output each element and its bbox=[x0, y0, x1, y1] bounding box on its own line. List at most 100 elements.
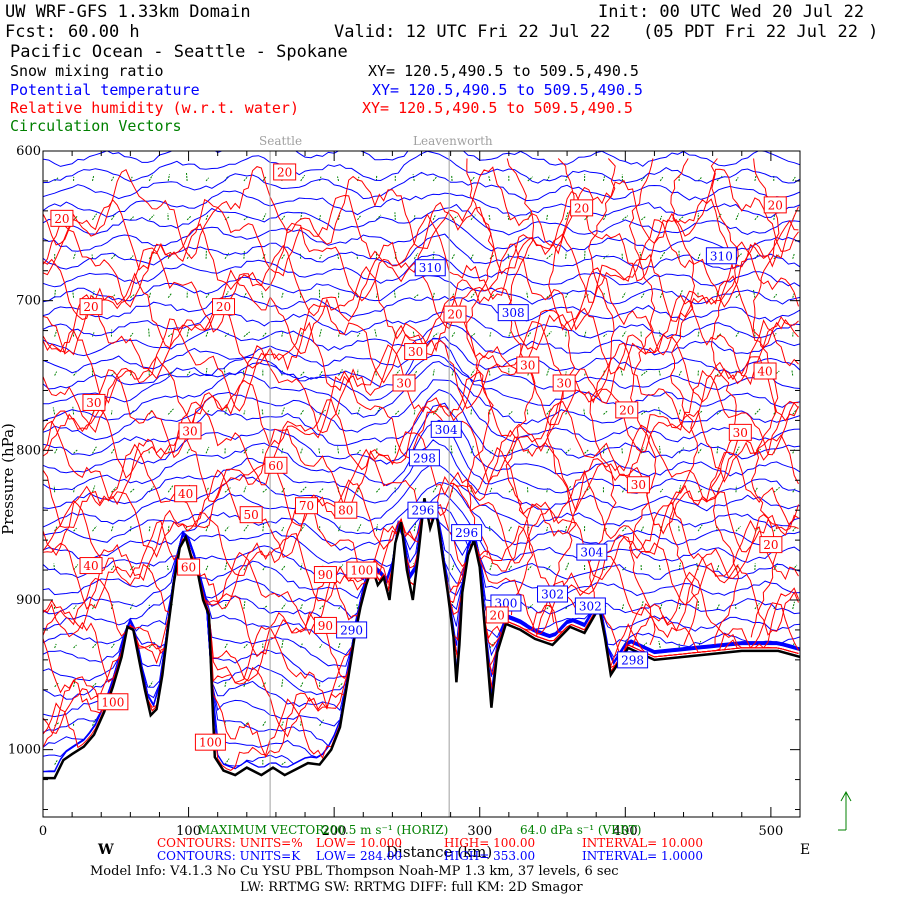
circulation-vector bbox=[52, 407, 56, 415]
circulation-vector bbox=[337, 446, 340, 454]
circulation-vector bbox=[129, 255, 134, 260]
circulation-vector bbox=[451, 563, 455, 571]
circulation-vector bbox=[412, 174, 415, 182]
circulation-vector bbox=[281, 407, 285, 415]
rh-contour-label-box bbox=[485, 606, 509, 624]
circulation-vector bbox=[432, 292, 435, 298]
circulation-vector bbox=[300, 447, 304, 454]
x-tick-label: 400 bbox=[613, 824, 638, 839]
circulation-vector bbox=[166, 565, 169, 571]
max-vector-label: MAXIMUM VECTOR: bbox=[198, 823, 329, 837]
rh-contour-label-box bbox=[728, 423, 752, 441]
circulation-vector bbox=[205, 177, 209, 182]
theta-contour-units: CONTOURS: UNITS=K bbox=[157, 849, 301, 863]
terrain-profile bbox=[43, 497, 800, 780]
circulation-vector bbox=[678, 370, 683, 376]
circulation-vector bbox=[565, 212, 569, 220]
circulation-vector bbox=[205, 446, 210, 454]
circulation-vector bbox=[72, 406, 75, 415]
circulation-vector bbox=[508, 448, 514, 454]
circulation-vector bbox=[792, 293, 795, 298]
circulation-vector bbox=[186, 371, 191, 376]
theta-contour-high: HIGH= 353.00 bbox=[444, 849, 536, 863]
circulation-vector bbox=[356, 604, 358, 610]
rh-contour-line bbox=[43, 399, 799, 486]
circulation-vector bbox=[659, 526, 662, 532]
circulation-vector bbox=[621, 292, 626, 298]
circulation-vector bbox=[546, 331, 552, 337]
circulation-vector bbox=[622, 215, 629, 221]
rh-contour-label: 80 bbox=[338, 504, 353, 518]
circulation-vector bbox=[488, 409, 491, 415]
circulation-vector bbox=[129, 603, 134, 610]
rh-contour-label-box bbox=[759, 536, 783, 554]
circulation-vector bbox=[130, 488, 136, 493]
circulation-vector bbox=[546, 368, 550, 376]
circulation-vector bbox=[319, 488, 324, 493]
circulation-vector bbox=[773, 526, 779, 532]
circulation-vector bbox=[375, 447, 378, 454]
rh-contour-label-box bbox=[334, 501, 358, 519]
circulation-vector bbox=[792, 601, 795, 610]
circulation-vector bbox=[792, 253, 795, 259]
circulation-vector bbox=[319, 215, 321, 220]
circulation-vector bbox=[281, 447, 284, 454]
circulation-vector bbox=[450, 445, 453, 454]
rh-contour-label-box bbox=[443, 305, 467, 323]
theta-contour-label: 304 bbox=[435, 423, 458, 437]
circulation-vector bbox=[357, 332, 361, 337]
rh-contour-units: CONTOURS: UNITS=% bbox=[157, 836, 303, 850]
model-title: UW WRF-GFS 1.33km Domain bbox=[5, 2, 251, 22]
rh-contour-label: 20 bbox=[619, 403, 634, 417]
circulation-vector bbox=[243, 601, 246, 610]
circulation-vector bbox=[224, 332, 230, 337]
circulation-vector bbox=[697, 524, 703, 532]
model-info-2: LW: RRTMG SW: RRTMG DIFF: full KM: 2D Sm… bbox=[240, 880, 583, 895]
circulation-vector bbox=[754, 486, 759, 493]
rh-contour-label: 20 bbox=[574, 201, 589, 215]
theta-contour-line bbox=[43, 321, 800, 357]
circulation-vector bbox=[432, 332, 439, 337]
rh-contour-line bbox=[710, 158, 740, 645]
circulation-vector bbox=[281, 640, 284, 648]
circulation-vector bbox=[546, 408, 552, 415]
circulation-vector bbox=[374, 369, 377, 376]
circulation-vector bbox=[678, 603, 682, 610]
theta-contour-label: 302 bbox=[541, 588, 564, 602]
theta-contour-label-box bbox=[574, 597, 606, 615]
circulation-vector bbox=[243, 331, 251, 337]
circulation-vector bbox=[337, 176, 340, 182]
theta-contour-low: LOW= 284.00 bbox=[316, 849, 402, 863]
theta-contour-label: 290 bbox=[340, 623, 363, 637]
rh-contour-label: 60 bbox=[181, 561, 196, 575]
rh-contour-label: 40 bbox=[178, 487, 193, 501]
circulation-vector bbox=[659, 251, 666, 260]
rh-contour-line bbox=[43, 166, 799, 260]
rh-contour-line bbox=[43, 266, 799, 356]
circulation-vector bbox=[622, 566, 627, 571]
theta-contour-label: 298 bbox=[413, 451, 436, 465]
circulation-vector bbox=[622, 526, 628, 532]
circulation-vector bbox=[376, 487, 381, 493]
circulation-vector bbox=[678, 485, 682, 493]
model-info: Model Info: V4.1.3 No Cu YSU PBL Thompso… bbox=[90, 864, 619, 879]
circulation-vector bbox=[73, 679, 76, 687]
rh-contour-label-box bbox=[212, 298, 236, 316]
circulation-vector bbox=[243, 566, 247, 571]
circulation-vector bbox=[72, 330, 75, 337]
circulation-vector bbox=[489, 487, 493, 493]
theta-contour-line bbox=[43, 151, 800, 167]
circulation-vector bbox=[148, 292, 152, 298]
rh-contour-line bbox=[43, 342, 799, 434]
circulation-vector bbox=[300, 603, 303, 610]
x-tick-label: 200 bbox=[322, 824, 347, 839]
circulation-vector bbox=[319, 254, 322, 259]
circulation-vector bbox=[527, 331, 532, 337]
circulation-vector bbox=[281, 603, 287, 610]
rh-contour-line bbox=[750, 158, 780, 638]
circulation-vector bbox=[432, 215, 436, 221]
circulation-vector bbox=[716, 333, 722, 337]
circulation-vector bbox=[640, 292, 646, 298]
circulation-vector bbox=[338, 409, 340, 415]
circulation-vector bbox=[92, 718, 96, 726]
